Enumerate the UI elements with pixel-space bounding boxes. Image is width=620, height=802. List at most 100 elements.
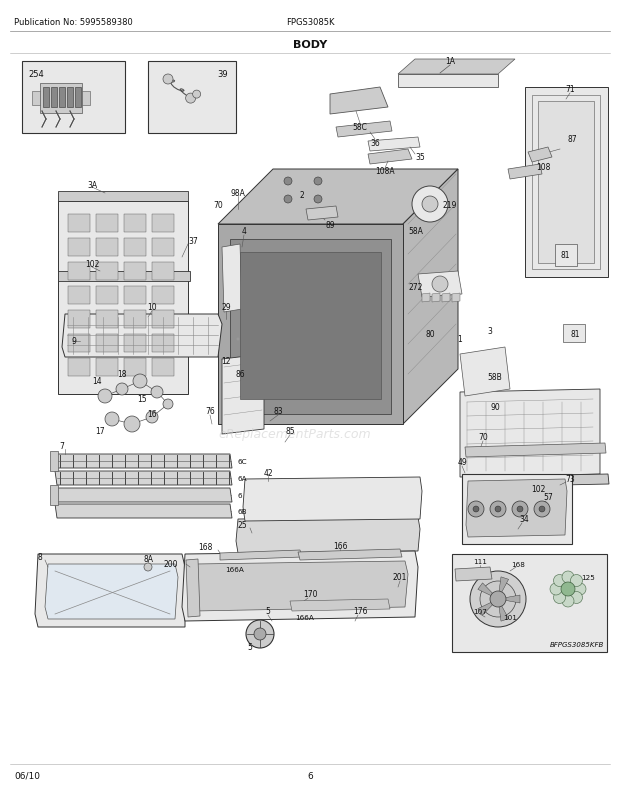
Text: 81: 81 [570, 330, 580, 339]
Bar [96, 263, 118, 281]
Polygon shape [35, 554, 185, 627]
Text: 108: 108 [536, 164, 550, 172]
Polygon shape [368, 150, 412, 164]
Text: 272: 272 [409, 283, 423, 292]
Polygon shape [222, 354, 264, 435]
Text: 98A: 98A [231, 188, 246, 197]
Circle shape [144, 563, 152, 571]
Circle shape [116, 383, 128, 395]
Text: 36: 36 [370, 138, 380, 148]
Text: 42: 42 [263, 469, 273, 478]
Text: 200: 200 [164, 560, 178, 569]
Circle shape [562, 571, 574, 583]
Text: 166: 166 [333, 542, 347, 551]
Text: 90: 90 [490, 403, 500, 412]
Text: 83: 83 [273, 407, 283, 416]
Circle shape [246, 620, 274, 648]
Polygon shape [498, 577, 508, 599]
Text: BFPGS3085KFB: BFPGS3085KFB [550, 642, 604, 647]
Bar [563, 325, 585, 342]
Text: 168: 168 [511, 561, 525, 567]
Polygon shape [528, 148, 552, 163]
Polygon shape [336, 122, 392, 138]
Text: 7: 7 [60, 442, 64, 451]
Polygon shape [368, 138, 420, 152]
Polygon shape [58, 202, 188, 395]
Bar [152, 286, 174, 305]
Circle shape [146, 411, 158, 423]
Bar [68, 263, 90, 281]
Circle shape [185, 94, 196, 104]
Circle shape [534, 501, 550, 517]
Bar [152, 263, 174, 281]
Text: 2: 2 [299, 190, 304, 199]
Polygon shape [220, 550, 302, 561]
Polygon shape [67, 88, 73, 107]
Circle shape [277, 363, 280, 366]
Circle shape [490, 591, 506, 607]
Circle shape [473, 506, 479, 512]
Circle shape [277, 288, 280, 291]
Polygon shape [222, 245, 242, 313]
Polygon shape [455, 567, 492, 581]
Polygon shape [62, 314, 222, 358]
Circle shape [133, 375, 147, 388]
Polygon shape [82, 92, 90, 106]
Polygon shape [290, 599, 390, 611]
Circle shape [554, 592, 565, 604]
Polygon shape [55, 504, 232, 518]
Polygon shape [460, 347, 510, 396]
Text: 10: 10 [147, 303, 157, 312]
Polygon shape [192, 561, 408, 611]
Circle shape [254, 628, 266, 640]
Text: 12: 12 [221, 357, 231, 366]
Circle shape [554, 575, 565, 587]
Circle shape [412, 187, 448, 223]
Text: 111: 111 [473, 558, 487, 565]
Bar [124, 310, 146, 329]
Circle shape [468, 501, 484, 517]
Polygon shape [182, 551, 418, 622]
Circle shape [490, 501, 506, 517]
Circle shape [257, 388, 260, 391]
Circle shape [236, 338, 239, 341]
Text: 39: 39 [218, 70, 228, 79]
Circle shape [296, 338, 299, 341]
Text: 107: 107 [473, 608, 487, 614]
Polygon shape [43, 88, 49, 107]
Bar [68, 334, 90, 353]
Text: 3: 3 [487, 327, 492, 336]
Circle shape [480, 581, 516, 618]
Text: 3A: 3A [87, 180, 97, 189]
Bar [452, 554, 607, 652]
Text: 254: 254 [28, 70, 44, 79]
Circle shape [570, 592, 582, 604]
Text: 87: 87 [567, 136, 577, 144]
Circle shape [376, 388, 379, 391]
Text: 29: 29 [221, 303, 231, 312]
Circle shape [550, 583, 562, 595]
Text: 170: 170 [303, 589, 317, 599]
Text: 108A: 108A [375, 168, 395, 176]
Text: 6: 6 [307, 771, 313, 780]
Polygon shape [460, 390, 600, 477]
Polygon shape [218, 225, 403, 424]
Bar [124, 334, 146, 353]
Polygon shape [55, 472, 232, 485]
Text: FPGS3085K: FPGS3085K [286, 18, 334, 27]
Circle shape [316, 313, 319, 316]
Polygon shape [186, 559, 200, 618]
Polygon shape [240, 253, 381, 399]
Polygon shape [465, 475, 609, 488]
Bar [152, 334, 174, 353]
Text: 58B: 58B [487, 373, 502, 382]
Text: 86: 86 [235, 370, 245, 379]
Text: 71: 71 [565, 85, 575, 95]
Bar [152, 239, 174, 257]
Text: 8A: 8A [143, 555, 153, 564]
Circle shape [356, 338, 360, 341]
Text: 17: 17 [95, 427, 105, 436]
Text: 14: 14 [92, 377, 102, 386]
Text: 4: 4 [242, 227, 246, 237]
Polygon shape [75, 88, 81, 107]
